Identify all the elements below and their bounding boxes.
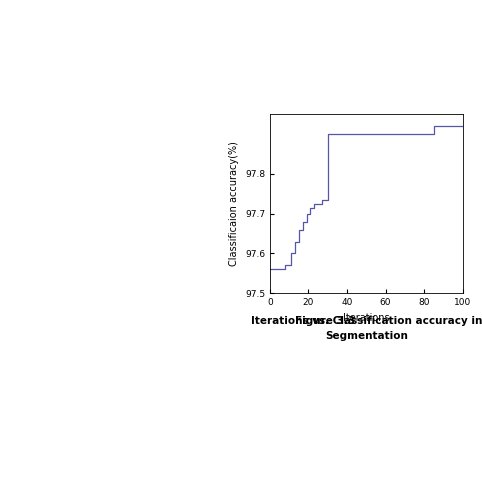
X-axis label: Iterations: Iterations	[343, 313, 389, 323]
Text: Figure 3.3: Figure 3.3	[295, 316, 355, 326]
Y-axis label: Classificaion accuracy(%): Classificaion accuracy(%)	[229, 141, 240, 266]
Text: Iterations vs. Classification accuracy in: Iterations vs. Classification accuracy i…	[251, 316, 482, 326]
Text: Segmentation: Segmentation	[325, 331, 408, 340]
